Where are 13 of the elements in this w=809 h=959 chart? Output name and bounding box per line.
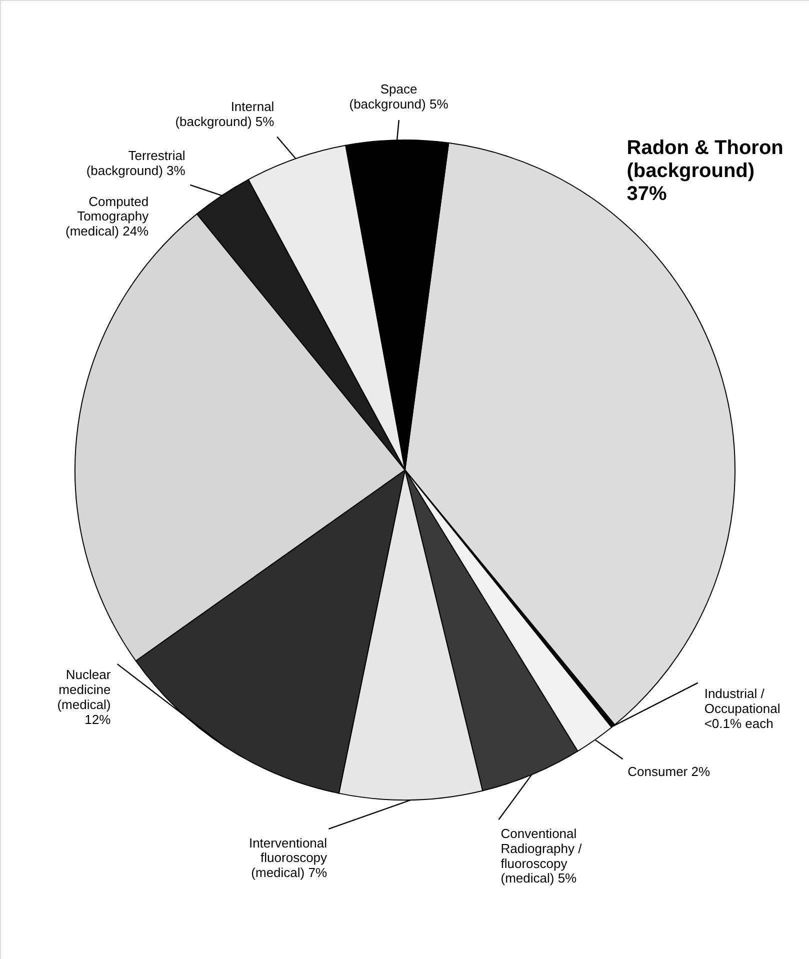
slice-label: Space (background) 5% (349, 82, 449, 112)
data-label: 12% (84, 712, 112, 727)
slice-label: Radon & Thoron (background) (626, 137, 784, 182)
slice-label: Conventional Radiography / fluoroscopy (medical) 5% (500, 826, 582, 886)
slice-label: Industrial / Occupational (704, 686, 780, 716)
slice-label: Internal (background) 5% (175, 98, 275, 129)
slice-label: Terrestrial (background) 3% (86, 148, 186, 178)
data-label: <0.1% each (704, 716, 774, 731)
slice-label: Computed Tomography (medical) 24% (66, 194, 150, 239)
slice-label: Nuclear medicine (medical) (57, 667, 112, 712)
data-label: 37% (626, 183, 668, 206)
slice-label: Interventional fluoroscopy (medical) 7% (248, 835, 328, 880)
slice-label: Consumer 2% (628, 764, 710, 779)
